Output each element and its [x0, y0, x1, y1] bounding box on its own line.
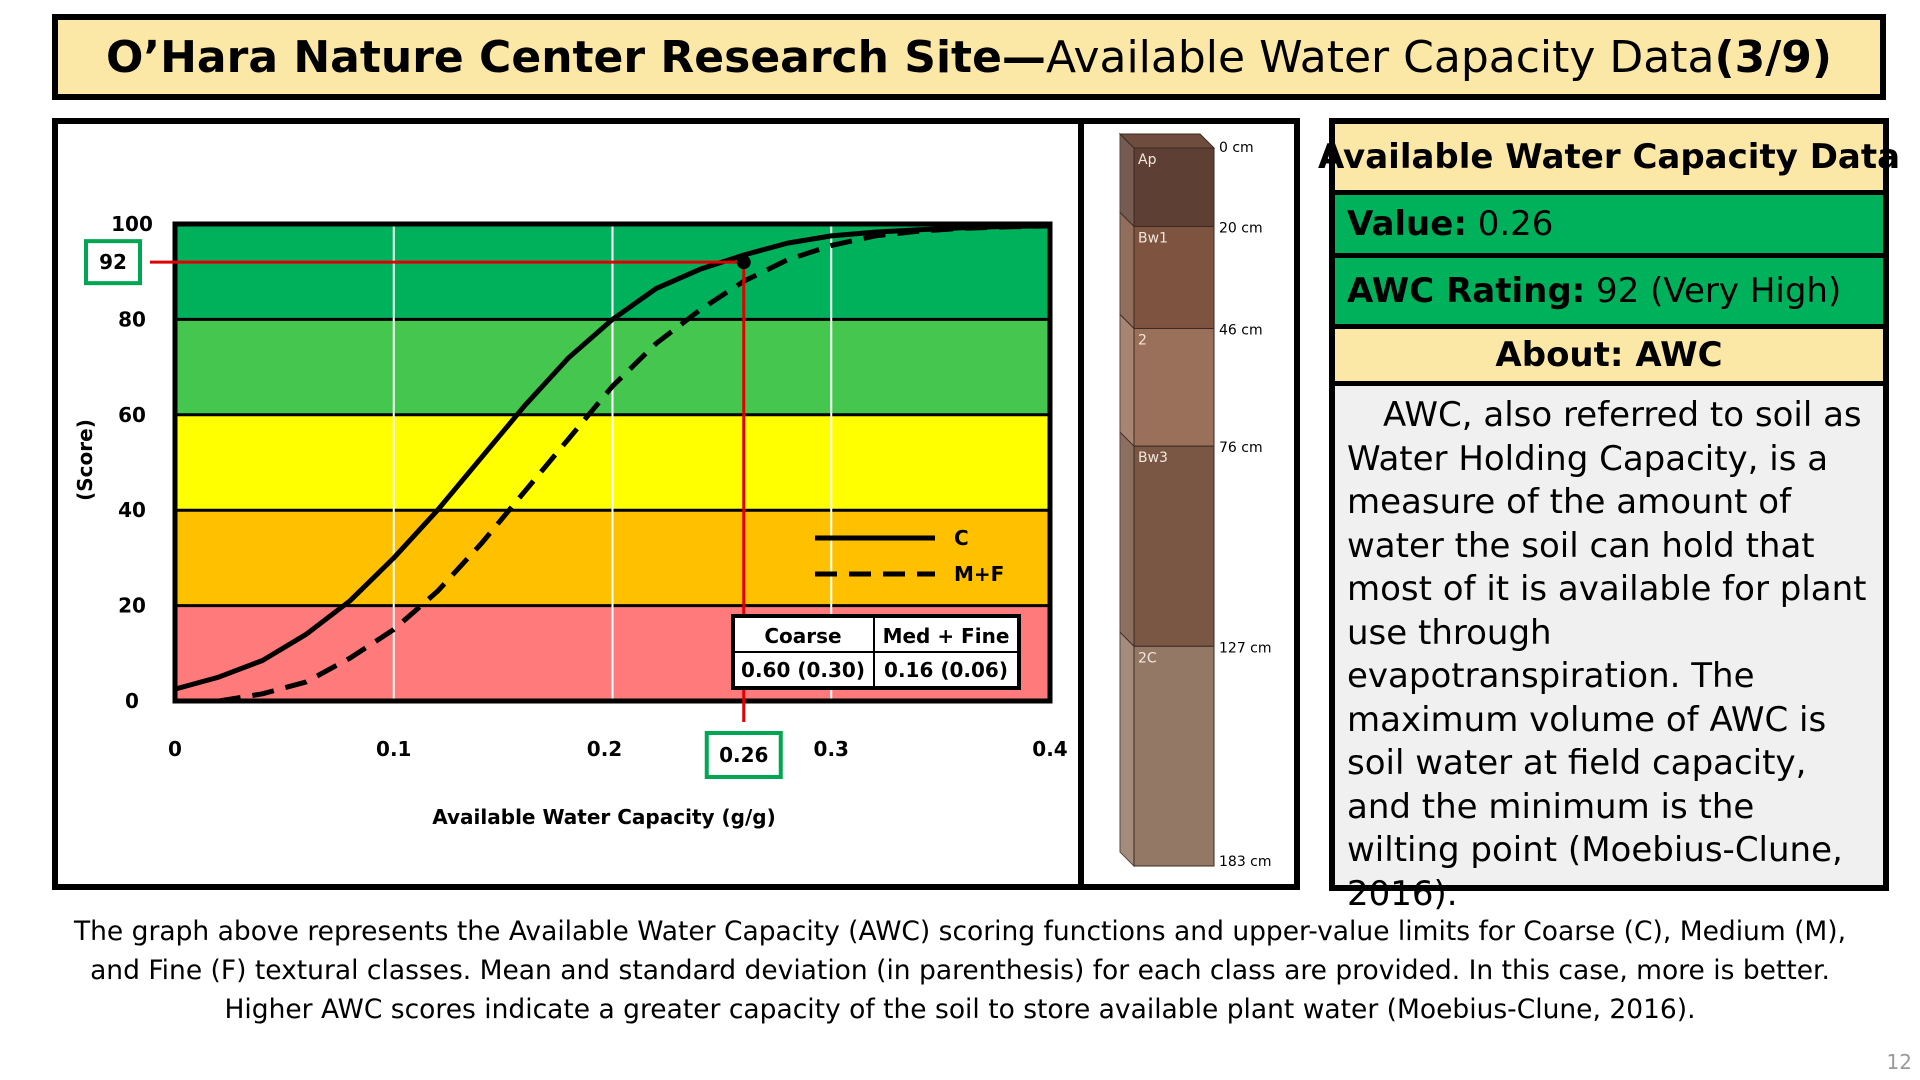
series-line-m-f: [218, 223, 1051, 704]
soil-horizon-label: Bw3: [1138, 450, 1168, 466]
plot-frame: [172, 221, 1053, 704]
legend-label: M+F: [954, 562, 1004, 586]
y-highlight-box: [84, 239, 142, 286]
stats-table-header: Med + Fine: [883, 624, 1010, 648]
soil-horizon-4: [1133, 645, 1215, 867]
x-tick-label: 0.1: [376, 737, 411, 761]
soil-horizon-label: Bw1: [1138, 230, 1168, 246]
depth-label: 127 cm: [1219, 640, 1272, 656]
x-tick-label: 0.3: [814, 737, 849, 761]
page-title: O’Hara Nature Center Research Site— Avail…: [52, 14, 1886, 100]
soil-column-top: [1118, 133, 1216, 149]
highlight-point: [736, 255, 751, 270]
rating-row: AWC Rating: 92 (Very High): [1335, 258, 1883, 324]
value-row: Value: 0.26: [1335, 195, 1883, 253]
depth-label: 76 cm: [1219, 440, 1263, 456]
y-tick-label: 0: [125, 689, 139, 713]
soil-horizon-1: [1133, 225, 1215, 329]
soil-horizon-3: [1133, 445, 1215, 647]
rating-label: AWC Rating:: [1347, 271, 1586, 311]
soil-horizon-label: Ap: [1138, 152, 1157, 168]
soil-horizon-side-0: [1119, 132, 1135, 228]
y-tick-label: 100: [111, 212, 153, 236]
y-tick-label: 80: [118, 307, 146, 331]
info-heading: Available Water Capacity Data: [1318, 124, 1900, 190]
depth-label: 183 cm: [1219, 854, 1272, 870]
y-axis-label: (Score): [73, 419, 97, 501]
soil-horizon-side-1: [1119, 211, 1135, 330]
y-tick-label: 20: [118, 594, 146, 618]
about-body: AWC, also referred to soil as Water Hold…: [1335, 386, 1883, 914]
stats-table-value: 0.16 (0.06): [884, 658, 1008, 682]
x-tick-label: 0: [168, 737, 182, 761]
awc-scoring-chart: 0 20 40 60 80 100 0 0.1 0.2 0.3 0.4 Available Water…: [73, 132, 1272, 870]
title-bold: O’Hara Nature Center Research Site—: [105, 31, 1046, 83]
soil-horizon-side-2: [1119, 313, 1135, 448]
soil-horizon-label: 2: [1138, 332, 1147, 348]
page-number: 12: [1886, 1050, 1912, 1074]
soil-horizon-0: [1133, 147, 1215, 227]
about-heading: About: AWC: [1335, 329, 1883, 381]
x-axis-label: Available Water Capacity (g/g): [432, 805, 775, 829]
y-tick-label: 40: [118, 498, 146, 522]
x-highlight-value: 0.26: [719, 743, 768, 767]
value-label: Value:: [1347, 204, 1467, 244]
soil-horizon-label: 2C: [1138, 650, 1157, 666]
x-tick-label: 0.2: [587, 737, 622, 761]
depth-label: 46 cm: [1219, 322, 1263, 338]
soil-horizon-side-3: [1119, 430, 1135, 648]
title-regular: Available Water Capacity Data: [1045, 31, 1715, 83]
rating-text: 92 (Very High): [1585, 271, 1842, 311]
value-text: 0.26: [1466, 204, 1554, 244]
x-highlight-box: [704, 731, 783, 779]
figure-caption: The graph above represents the Available…: [73, 916, 1847, 1025]
soil-horizon-2: [1133, 327, 1215, 447]
info-panel: Available Water Capacity Data Value: 0.2…: [1318, 118, 1900, 914]
y-tick-label: 60: [118, 403, 146, 427]
depth-label: 0 cm: [1219, 140, 1254, 156]
x-tick-label: 0.4: [1032, 737, 1067, 761]
stats-table-value: 0.60 (0.30): [741, 658, 865, 682]
title-page: (3/9): [1714, 31, 1832, 83]
soil-horizon-side-4: [1119, 631, 1135, 868]
depth-label: 20 cm: [1219, 220, 1263, 236]
legend-label: C: [954, 526, 969, 550]
stats-table-header: Coarse: [764, 624, 841, 648]
y-highlight-value: 92: [99, 250, 127, 274]
